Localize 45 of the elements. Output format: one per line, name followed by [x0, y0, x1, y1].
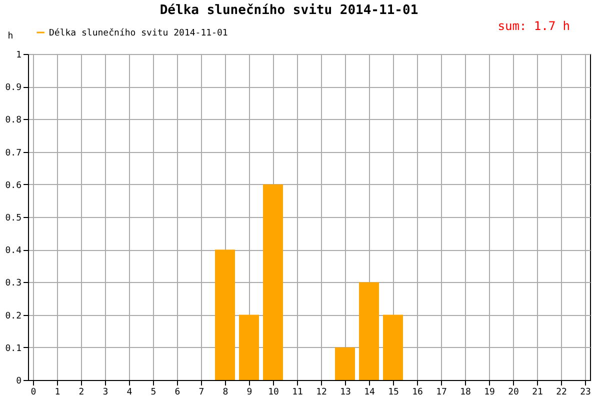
x-tick-label: 4 — [126, 388, 132, 398]
x-tick-label: 7 — [198, 388, 204, 398]
x-tick-label: 11 — [292, 388, 303, 398]
x-tick-label: 23 — [580, 388, 591, 398]
y-tick-label: 1 — [16, 50, 22, 60]
x-tick-label: 5 — [150, 388, 156, 398]
x-tick-label: 21 — [532, 388, 543, 398]
x-tick-label: 8 — [222, 388, 228, 398]
bar — [383, 314, 403, 380]
y-tick-label: 0.6 — [5, 180, 22, 191]
y-tick-label: 0.2 — [5, 311, 22, 322]
x-tick-label: 20 — [508, 388, 519, 398]
y-axis-title: h — [8, 32, 14, 42]
bar — [215, 250, 235, 380]
y-tick-label: 0.1 — [5, 344, 22, 354]
bar — [335, 347, 355, 380]
y-tick-label: 0.4 — [5, 246, 22, 256]
x-tick-label: 19 — [484, 388, 495, 398]
x-tick-label: 18 — [460, 388, 471, 398]
text: sum: 1.7 h — [498, 19, 570, 33]
x-tick-label: 0 — [30, 388, 36, 398]
x-tick-label: 2 — [78, 388, 84, 398]
y-tick-label: 0 — [16, 376, 22, 386]
bar — [359, 282, 379, 380]
y-tick-label: 0.5 — [5, 214, 22, 224]
x-tick-label: 14 — [364, 388, 375, 398]
x-tick-label: 16 — [412, 388, 423, 398]
x-tick-label: 15 — [388, 388, 399, 398]
x-tick-label: 12 — [316, 388, 327, 398]
x-tick-label: 9 — [246, 388, 252, 398]
y-tick-label: 0.7 — [5, 148, 22, 158]
legend-label: Délka slunečního svitu 2014-11-01 — [49, 28, 228, 38]
y-tick-label: 0.8 — [5, 116, 22, 126]
x-tick-label: 13 — [340, 388, 351, 398]
x-tick-label: 10 — [268, 388, 279, 398]
x-tick-label: 17 — [436, 388, 447, 398]
bar — [263, 184, 283, 380]
x-tick-label: 3 — [102, 388, 108, 398]
y-tick-label: 0.9 — [5, 83, 22, 94]
y-tick-label: 0.3 — [5, 278, 22, 289]
x-tick-label: 6 — [174, 388, 180, 398]
chart-title: Délka slunečního svitu 2014-11-01 — [160, 3, 418, 18]
bar — [239, 314, 259, 380]
x-tick-label: 1 — [54, 388, 60, 398]
x-tick-label: 22 — [556, 388, 567, 398]
